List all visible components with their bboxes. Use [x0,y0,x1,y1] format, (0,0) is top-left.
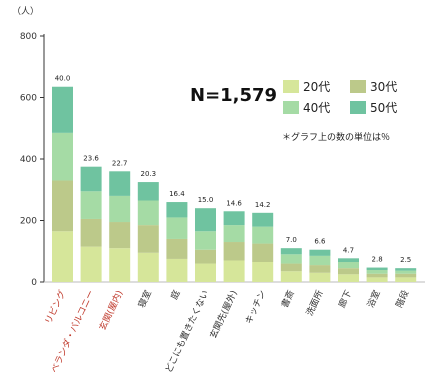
bar-segment [366,267,388,271]
bar-segment [166,258,188,282]
bar-segment [280,271,302,282]
bar-segment [395,277,417,282]
value-label: 22.7 [112,159,128,167]
bar-segment [223,225,245,243]
category-label: 寝室 [136,288,154,309]
category-label: 浴室 [364,288,382,309]
category-label: 庭 [168,288,183,301]
bar-segment [366,277,388,282]
value-label: 14.2 [255,201,271,209]
bar-segment [109,248,131,282]
category-label: 玄関先(屋外) [207,288,240,340]
value-label: 7.0 [286,236,297,244]
category-label: どこにも置きたくない [163,289,211,375]
y-tick-label: 200 [20,217,37,227]
bar-segment [223,242,245,261]
y-tick-label: 800 [20,32,37,42]
value-label: 15.0 [198,196,214,204]
legend-label: 20代 [303,80,330,94]
bar-segment [338,268,359,275]
bar-segment [252,262,274,282]
value-label: 20.3 [141,170,157,178]
bar-segment [280,254,302,264]
bars [52,86,417,282]
y-tick-label: 0 [31,278,37,288]
unit-note: ＊グラフ上の数の単位は％ [282,131,390,143]
bar-segment [395,268,417,271]
bar-segment [395,270,417,274]
bar-segment [166,238,188,259]
value-label: 6.6 [314,238,326,246]
bar-segment [252,226,274,244]
bar-segment [166,217,188,239]
category-label: キッチン [243,289,268,326]
bar-segment [80,246,102,282]
y-unit-label: （人） [12,6,39,17]
bar-segment [366,270,388,274]
legend-label: 50代 [370,101,397,115]
y-tick-label: 600 [20,94,37,104]
bar-segment [309,249,331,256]
legend-swatch [283,101,299,114]
category-label: 玄関(屋内) [96,288,125,332]
bar-segment [80,218,102,247]
legend: 20代 30代 40代 50代 [283,80,397,115]
bar-segment [52,231,73,282]
legend-label: 40代 [303,101,330,115]
bar-segment [52,132,73,181]
bar-segment [52,180,73,232]
bar-segment [395,273,417,278]
bar-segment [338,258,359,263]
bar-segment [195,263,216,282]
bar-segment [195,231,216,250]
bar-segment [366,273,388,278]
bar-segment [109,222,131,249]
bar-segment [195,249,216,264]
bar-segment [137,200,159,226]
value-label: 14.6 [226,199,242,207]
bar-segment [195,208,216,232]
bar-segment [166,202,188,218]
value-label: 23.6 [83,155,99,163]
bar-segment [137,225,159,253]
category-label: 洗面所 [303,288,325,318]
y-axis: 0 200 400 600 800 [20,32,425,288]
bar-segment [80,191,102,219]
bar-segment [137,252,159,282]
bar-segment [80,166,102,192]
bar-segment [280,263,302,272]
value-labels: 40.0 23.6 22.7 20.3 16.4 15.0 14.6 14.2 7.0 6.6 4.… [55,75,412,264]
legend-label: 30代 [370,80,397,94]
category-label: 階段 [393,288,411,309]
bar-segment [252,243,274,263]
category-label: リビング [42,288,68,326]
bar-segment [338,262,359,269]
value-label: 40.0 [55,75,71,83]
bar-segment [223,211,245,226]
bar-segment [137,182,159,201]
bar-segment [338,274,359,282]
bar-segment [252,212,274,227]
bar-segment [109,171,131,196]
bar-segment [280,248,302,255]
value-label: 2.5 [400,256,411,264]
value-label: 16.4 [169,190,185,198]
bar-segment [109,195,131,223]
value-label: 2.8 [372,256,383,264]
sample-size-annotation: N=1,579 [190,85,277,106]
bar-segment [52,86,73,133]
legend-swatch [283,80,299,93]
bar-segment [309,255,331,266]
legend-swatch [350,80,366,93]
category-label: 廊下 [336,288,354,309]
category-label: 書斎 [279,288,297,309]
legend-swatch [350,101,366,114]
bar-segment [223,260,245,282]
value-label: 4.7 [343,246,354,254]
bar-segment [309,272,331,282]
bar-segment [309,265,331,273]
y-tick-label: 400 [20,155,37,165]
